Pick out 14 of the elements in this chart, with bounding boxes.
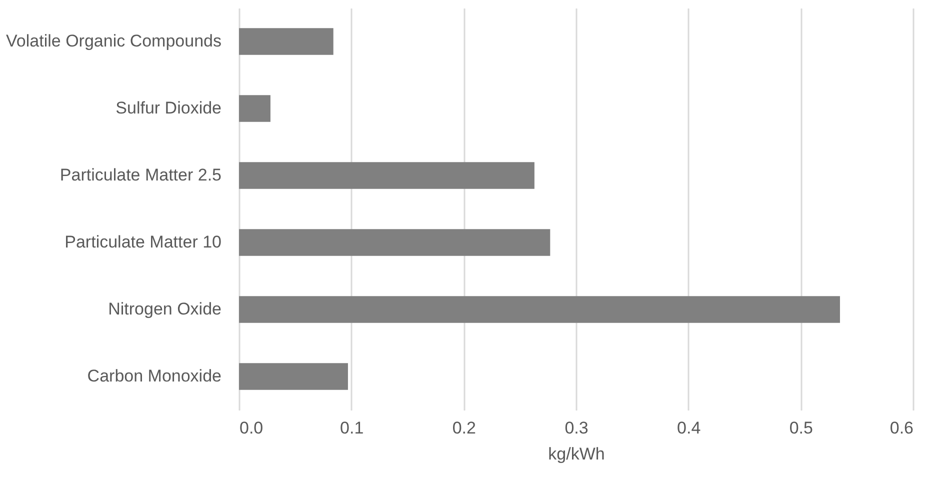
- x-tick-label: 0.6: [890, 418, 914, 438]
- y-tick-label: Nitrogen Oxide: [108, 300, 222, 318]
- x-tick-label: 0.4: [677, 418, 701, 438]
- y-tick-label: Carbon Monoxide: [87, 366, 222, 386]
- y-tick-label: Sulfur Dioxide: [116, 98, 222, 118]
- x-axis-title: kg/kWh: [548, 444, 605, 464]
- y-tick-label: Particulate Matter 2.5: [60, 166, 222, 184]
- y-tick-label: Particulate Matter 10: [64, 232, 222, 252]
- y-tick-label: Volatile Organic Compounds: [6, 32, 222, 50]
- x-tick-label: 0.5: [789, 418, 813, 438]
- x-tick-label: 0.1: [340, 418, 364, 438]
- x-tick-label: 0.2: [452, 418, 476, 438]
- x-tick-label: 0.0: [240, 418, 264, 438]
- x-tick-label: 0.3: [564, 418, 588, 438]
